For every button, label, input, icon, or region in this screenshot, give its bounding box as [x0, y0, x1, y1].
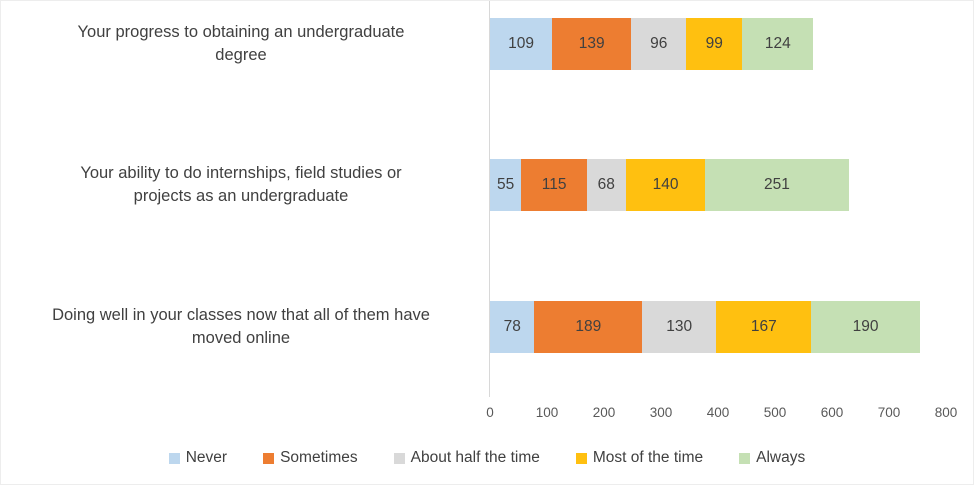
legend-swatch-sometimes — [263, 452, 275, 464]
bar-segment-always: 124 — [742, 18, 814, 70]
x-axis-tick-label: 300 — [649, 405, 673, 420]
bar-segment-sometimes: 115 — [521, 159, 587, 211]
legend-label: About half the time — [410, 449, 540, 466]
stacked-bar: 109 139 96 99 124 — [490, 18, 814, 70]
bar-segment-most-of-the-time: 99 — [686, 18, 743, 70]
stacked-bar: 78 189 130 167 190 — [490, 301, 920, 353]
bar-segment-most-of-the-time: 140 — [625, 159, 706, 211]
bar-segment-about-half-the-time: 96 — [631, 18, 687, 70]
category-label-line: Your progress to obtaining an undergradu… — [77, 22, 405, 41]
legend-item-never: Never — [168, 449, 228, 467]
legend-item-about-half-the-time: About half the time — [393, 449, 540, 467]
legend-item-sometimes: Sometimes — [263, 449, 358, 467]
stacked-bar: 55 115 68 140 251 — [490, 159, 849, 211]
bar-segment-sometimes: 189 — [534, 301, 643, 353]
legend-label: Most of the time — [592, 449, 704, 466]
x-axis-tick-label: 0 — [486, 405, 494, 420]
x-axis-tick-label: 200 — [592, 405, 616, 420]
category-axis-line — [489, 1, 490, 397]
x-axis-tick-label: 100 — [535, 405, 559, 420]
category-label-line: Your ability to do internships, field st… — [80, 163, 402, 182]
x-axis: 0 100 200 300 400 500 600 700 800 — [486, 405, 957, 425]
bar-segment-about-half-the-time: 68 — [586, 159, 626, 211]
x-axis-tick-label: 800 — [934, 405, 958, 420]
chart-row-1: Your progress to obtaining an undergradu… — [1, 18, 973, 70]
category-label-line: degree — [215, 46, 267, 64]
legend-swatch-never — [168, 452, 180, 464]
bar-segment-sometimes: 139 — [552, 18, 632, 70]
x-axis-tick-label: 600 — [820, 405, 844, 420]
legend-label: Always — [756, 449, 806, 466]
bar-segment-always: 251 — [705, 159, 849, 211]
category-label-line: Doing well in your classes now that all … — [52, 305, 430, 324]
bar-segment-never: 78 — [490, 301, 535, 353]
chart-row-3: Doing well in your classes now that all … — [1, 301, 973, 353]
chart-row-2: Your ability to do internships, field st… — [1, 159, 973, 211]
bar-segment-never: 55 — [490, 159, 522, 211]
bar-segment-most-of-the-time: 167 — [716, 301, 812, 353]
category-label: Doing well in your classes now that all … — [1, 297, 481, 357]
legend-label: Sometimes — [280, 449, 358, 466]
category-label-line: moved online — [191, 329, 291, 347]
category-label: Your ability to do internships, field st… — [1, 155, 481, 215]
legend-item-most-of-the-time: Most of the time — [575, 449, 704, 467]
legend-item-always: Always — [739, 449, 805, 467]
legend-swatch-about-half-the-time — [393, 452, 405, 464]
bar-segment-always: 190 — [811, 301, 920, 353]
x-axis-tick-label: 500 — [763, 405, 787, 420]
category-label-line: projects as an undergraduate — [133, 187, 349, 205]
legend-swatch-most-of-the-time — [575, 452, 587, 464]
category-label: Your progress to obtaining an undergradu… — [1, 14, 481, 74]
bar-segment-never: 109 — [490, 18, 553, 70]
legend: Never Sometimes About half the time Most of… — [1, 445, 973, 471]
bar-segment-about-half-the-time: 130 — [642, 301, 717, 353]
x-axis-tick-label: 700 — [877, 405, 901, 420]
x-axis-tick-label: 400 — [706, 405, 730, 420]
legend-label: Never — [185, 449, 228, 466]
legend-swatch-always — [739, 452, 751, 464]
